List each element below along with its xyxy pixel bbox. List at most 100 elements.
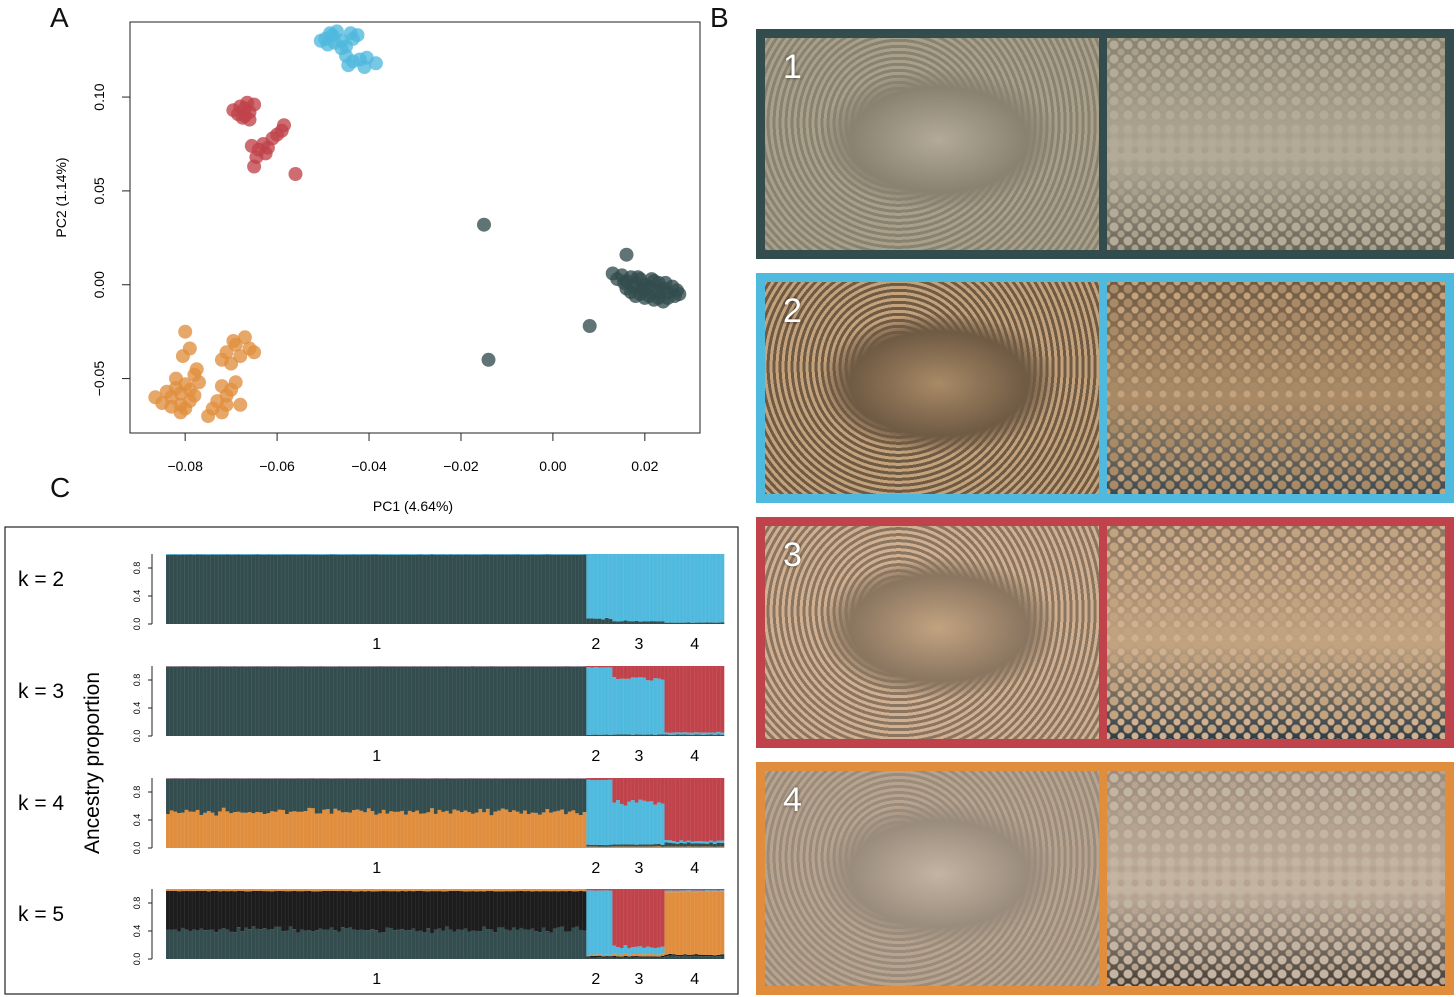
admix-bar-segment <box>270 929 275 959</box>
admix-bar-segment <box>497 889 502 892</box>
admix-bar-segment <box>649 734 654 736</box>
admix-bar-segment <box>716 731 721 735</box>
admix-bar-segment <box>225 778 230 812</box>
admix-bar-segment <box>601 778 606 781</box>
admix-bar-segment <box>430 808 435 848</box>
admix-bar-segment <box>378 554 383 624</box>
admix-bar-segment <box>675 622 680 624</box>
admix-bar-segment <box>363 554 368 555</box>
admix-bar-segment <box>259 554 264 624</box>
admix-bar-segment <box>638 677 643 735</box>
admix-bar-segment <box>627 844 632 847</box>
admix-bar-segment <box>593 844 598 847</box>
admix-bar-segment <box>634 844 639 847</box>
admix-outer-frame <box>4 526 739 995</box>
admix-bar-segment <box>240 889 245 891</box>
admix-bar-segment <box>318 928 323 959</box>
pca-point-s2-p2 <box>582 319 597 333</box>
admix-bar-segment <box>701 892 706 955</box>
admix-bar-segment <box>675 778 680 843</box>
admix-bar-segment <box>251 890 256 927</box>
admix-bar-segment <box>616 956 621 958</box>
admix-bar-segment <box>277 926 282 959</box>
admix-bar-segment <box>590 954 595 956</box>
admix-bar-segment <box>690 778 695 842</box>
admix-bar-segment <box>214 554 219 624</box>
admix-bar-segment <box>709 554 714 623</box>
admix-bar-segment <box>686 840 691 843</box>
admix-bar-segment <box>318 813 323 848</box>
admix-bar-segment <box>404 778 409 815</box>
admix-bar-segment <box>448 666 453 736</box>
admix-bar-segment <box>415 554 420 555</box>
admix-bar-segment <box>247 554 252 555</box>
admix-bar-segment <box>660 734 665 736</box>
admix-bar-segment <box>236 927 241 959</box>
admix-bar-segment <box>571 778 576 811</box>
admix-bar-segment <box>236 891 241 928</box>
admix-bar-segment <box>478 666 483 736</box>
admix-bar-segment <box>307 890 312 931</box>
admix-bar-segment <box>586 734 591 736</box>
admix-bar-segment <box>645 778 650 802</box>
admix-bar-segment <box>660 803 665 845</box>
admix-bar-segment <box>627 889 632 949</box>
admix-bar-segment <box>262 889 267 892</box>
admix-bar-segment <box>526 778 531 815</box>
admix-bar-segment <box>616 621 621 624</box>
admix-bar-segment <box>173 554 178 624</box>
admix-bar-segment <box>285 666 290 736</box>
admix-bar-segment <box>411 889 416 892</box>
admix-bar-segment <box>601 844 606 847</box>
admix-bar-segment <box>500 927 505 959</box>
admix-bar-segment <box>653 621 658 624</box>
admix-bar-segment <box>515 554 520 624</box>
admix-bar-segment <box>690 734 695 736</box>
admix-bar-segment <box>169 890 174 930</box>
admix-bar-segment <box>701 889 706 891</box>
admix-bar-segment <box>504 778 509 810</box>
admix-bar-segment <box>199 928 204 959</box>
admix-bar-segment <box>683 846 688 848</box>
admix-bar-segment <box>526 929 531 959</box>
admix-bar-segment <box>348 554 353 624</box>
admix-bar-segment <box>180 927 185 959</box>
admix-bar-segment <box>642 947 647 955</box>
admix-bar-segment <box>281 666 286 736</box>
admix-bar-segment <box>259 666 264 736</box>
admix-bar-segment <box>214 815 219 848</box>
admix-bar-segment <box>229 813 234 848</box>
admix-bar-segment <box>307 889 312 891</box>
pca-y-tick-label: 0.05 <box>91 177 107 204</box>
admix-bar-segment <box>597 957 602 959</box>
admix-bar-segment <box>285 930 290 959</box>
admix-bar-segment <box>188 930 193 959</box>
admix-bar-segment <box>631 621 636 624</box>
admix-bar-segment <box>619 956 624 958</box>
admix-bar-segment <box>247 929 252 959</box>
admix-bar-segment <box>649 621 654 624</box>
admix-bar-segment <box>608 890 613 955</box>
admix-bar-segment <box>463 928 468 959</box>
admix-bar-segment <box>433 889 438 892</box>
pca-point-s1-p9 <box>237 108 252 123</box>
admix-bar-segment <box>623 734 628 736</box>
admix-bar-segment <box>694 890 699 893</box>
admix-bar-segment <box>597 780 602 845</box>
admix-bar-segment <box>712 890 717 892</box>
admix-bar-segment <box>325 889 330 892</box>
admix-bar-segment <box>426 889 431 892</box>
admix-bar-segment <box>344 889 349 892</box>
admix-bar-segment <box>597 778 602 781</box>
admix-bar-segment <box>597 734 602 736</box>
admix-bar-segment <box>482 926 487 959</box>
admix-bar-segment <box>463 889 468 892</box>
admix-bar-segment <box>519 890 524 928</box>
admix-bar-segment <box>225 889 230 892</box>
admix-bar-segment <box>355 889 360 892</box>
admix-bar-segment <box>355 666 360 736</box>
admix-bar-segment <box>657 956 662 958</box>
admix-bar-segment <box>244 889 249 892</box>
admix-bar-segment <box>538 554 543 624</box>
admix-group-label: 1 <box>372 748 381 765</box>
